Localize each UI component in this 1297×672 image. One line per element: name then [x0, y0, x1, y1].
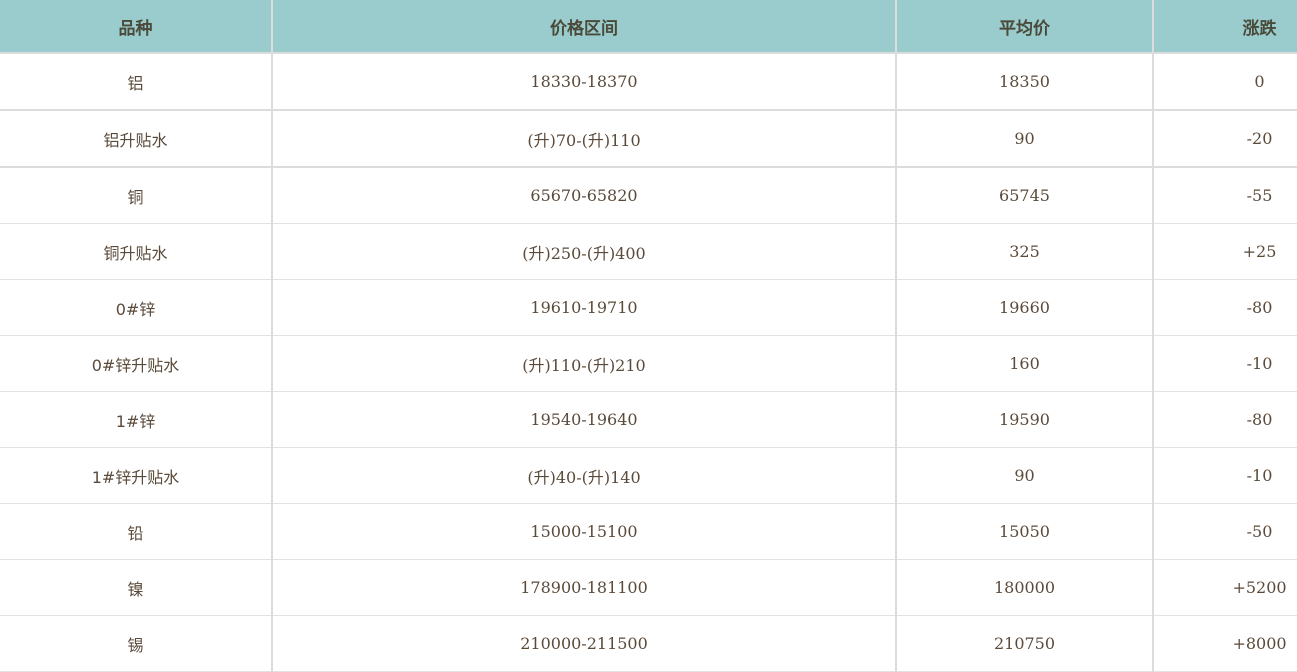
- cell-variety: 0#锌升贴水: [0, 335, 272, 392]
- cell-price-range: (升)110-(升)210: [271, 335, 896, 392]
- cell-change: -80: [1152, 391, 1297, 448]
- table-row: 0#锌升贴水 (升)110-(升)210 160 -10: [0, 335, 1297, 392]
- table-row: 铅 15000-15100 15050 -50: [0, 503, 1297, 560]
- cell-average-price: 210750: [895, 615, 1153, 672]
- cell-price-range: 18330-18370: [271, 53, 896, 111]
- cell-average-price: 325: [895, 223, 1153, 280]
- cell-variety: 1#锌升贴水: [0, 447, 272, 504]
- table-row: 铜 65670-65820 65745 -55: [0, 167, 1297, 224]
- table-body: 铝 18330-18370 18350 0 铝升贴水 (升)70-(升)110 90 -20 铜…: [0, 53, 1297, 672]
- header-change: 涨跌: [1152, 0, 1297, 54]
- cell-variety: 0#锌: [0, 279, 272, 336]
- header-variety: 品种: [0, 0, 272, 54]
- cell-price-range: 19610-19710: [271, 279, 896, 336]
- header-average-price: 平均价: [895, 0, 1153, 54]
- cell-change: -50: [1152, 503, 1297, 560]
- cell-variety: 铝: [0, 53, 272, 111]
- cell-average-price: 19660: [895, 279, 1153, 336]
- cell-price-range: 19540-19640: [271, 391, 896, 448]
- cell-average-price: 180000: [895, 559, 1153, 616]
- cell-price-range: (升)40-(升)140: [271, 447, 896, 504]
- cell-change: +25: [1152, 223, 1297, 280]
- cell-change: +8000: [1152, 615, 1297, 672]
- cell-price-range: 178900-181100: [271, 559, 896, 616]
- cell-change: -55: [1152, 167, 1297, 224]
- cell-variety: 铜升贴水: [0, 223, 272, 280]
- cell-variety: 镍: [0, 559, 272, 616]
- table-row: 铜升贴水 (升)250-(升)400 325 +25: [0, 223, 1297, 280]
- header-price-range: 价格区间: [271, 0, 896, 54]
- table-row: 1#锌升贴水 (升)40-(升)140 90 -10: [0, 447, 1297, 504]
- cell-average-price: 15050: [895, 503, 1153, 560]
- table-row: 镍 178900-181100 180000 +5200: [0, 559, 1297, 616]
- cell-change: +5200: [1152, 559, 1297, 616]
- table-row: 锡 210000-211500 210750 +8000: [0, 615, 1297, 672]
- cell-average-price: 90: [895, 110, 1153, 168]
- cell-variety: 铜: [0, 167, 272, 224]
- cell-change: -10: [1152, 335, 1297, 392]
- table-row: 1#锌 19540-19640 19590 -80: [0, 391, 1297, 448]
- cell-price-range: 15000-15100: [271, 503, 896, 560]
- cell-average-price: 160: [895, 335, 1153, 392]
- cell-variety: 1#锌: [0, 391, 272, 448]
- cell-change: 0: [1152, 53, 1297, 111]
- cell-price-range: (升)250-(升)400: [271, 223, 896, 280]
- cell-average-price: 90: [895, 447, 1153, 504]
- cell-variety: 铅: [0, 503, 272, 560]
- cell-price-range: 65670-65820: [271, 167, 896, 224]
- cell-average-price: 18350: [895, 53, 1153, 111]
- cell-average-price: 19590: [895, 391, 1153, 448]
- cell-average-price: 65745: [895, 167, 1153, 224]
- table-row: 铝 18330-18370 18350 0: [0, 53, 1297, 111]
- table-row: 铝升贴水 (升)70-(升)110 90 -20: [0, 110, 1297, 168]
- cell-change: -20: [1152, 110, 1297, 168]
- cell-change: -10: [1152, 447, 1297, 504]
- table-row: 0#锌 19610-19710 19660 -80: [0, 279, 1297, 336]
- cell-variety: 锡: [0, 615, 272, 672]
- cell-price-range: 210000-211500: [271, 615, 896, 672]
- cell-price-range: (升)70-(升)110: [271, 110, 896, 168]
- cell-variety: 铝升贴水: [0, 110, 272, 168]
- header-row: 品种 价格区间 平均价 涨跌: [0, 0, 1297, 54]
- cell-change: -80: [1152, 279, 1297, 336]
